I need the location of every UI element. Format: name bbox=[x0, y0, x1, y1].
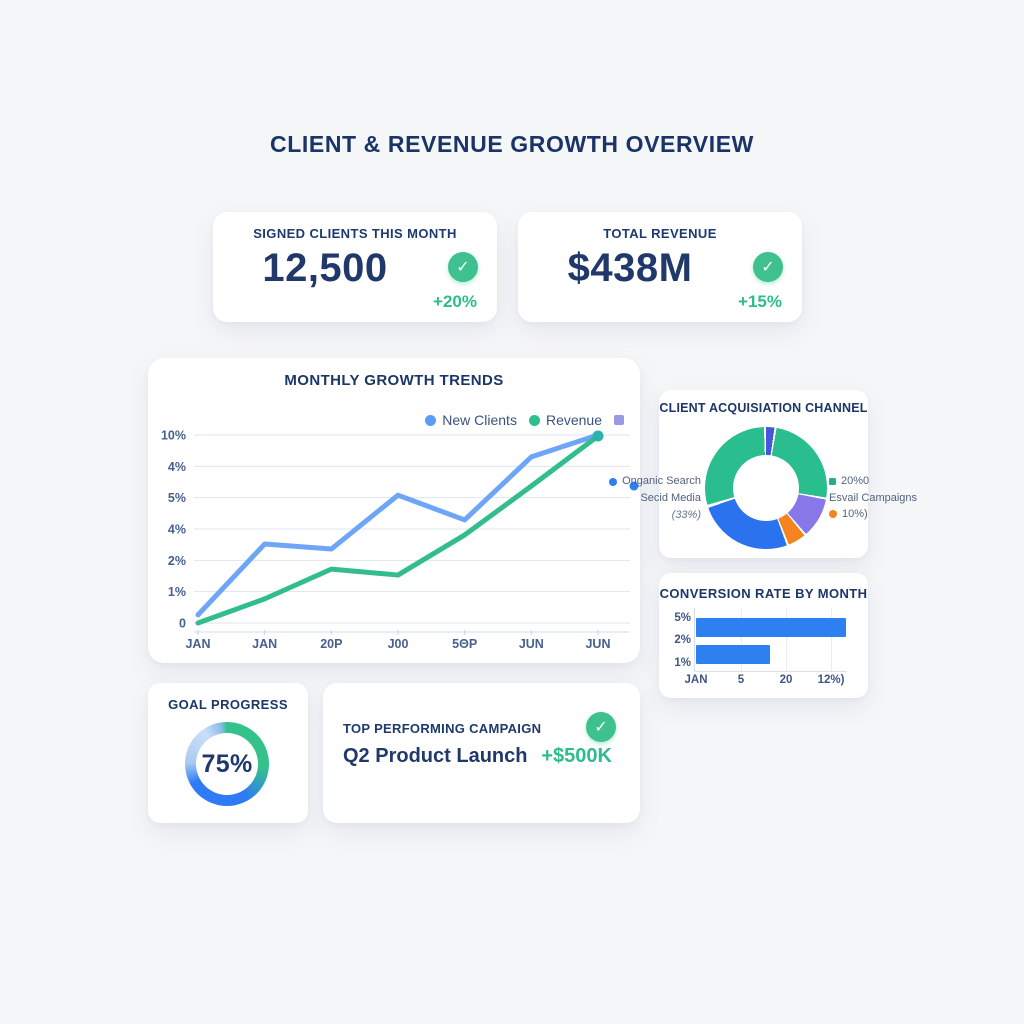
legend-item-revenue: Revenue bbox=[528, 412, 602, 428]
bar-gridline bbox=[831, 608, 832, 671]
legend-item-new-clients: New Clients bbox=[425, 412, 517, 428]
donut-legend-label: 10%) bbox=[842, 508, 868, 520]
y-tick-label: 10% bbox=[161, 429, 186, 443]
legend-item-unlabeled bbox=[614, 415, 630, 425]
donut-legend-label: Onganic Search bbox=[622, 475, 701, 487]
stray-dot bbox=[629, 481, 639, 491]
x-tick-label: 5ΘP bbox=[452, 637, 477, 651]
x-tick-label: JUN bbox=[585, 637, 610, 651]
bar-x-tick-label: 5 bbox=[737, 674, 745, 686]
series-revenue bbox=[195, 433, 601, 626]
y-tick-label: 2% bbox=[168, 554, 186, 568]
kpi-card-total-revenue: TOTAL REVENUE $438M ✓ +15% bbox=[518, 212, 802, 322]
kpi-card-signed-clients: SIGNED CLIENTS THIS MONTH 12,500 ✓ +20% bbox=[213, 212, 497, 322]
donut-legend-label: Secid Media bbox=[640, 492, 701, 504]
x-tick-label: JAN bbox=[252, 637, 277, 651]
x-tick-label: JUN bbox=[519, 637, 544, 651]
kpi-value: 12,500 bbox=[262, 246, 388, 290]
goal-value: 75% bbox=[201, 749, 253, 778]
bar-x-tick-label: 12%) bbox=[817, 674, 845, 686]
kpi-label: TOTAL REVENUE bbox=[603, 226, 717, 241]
y-tick-label: 4% bbox=[168, 523, 186, 537]
line-chart-title: MONTHLY GROWTH TRENDS bbox=[284, 372, 504, 389]
line-chart-legend: New Clients Revenue bbox=[425, 412, 630, 428]
goal-title: GOAL PROGRESS bbox=[168, 697, 288, 712]
legend-dot-icon bbox=[528, 414, 540, 426]
donut-legend-right: 20%0 Esvail Campaigns 10%) bbox=[829, 473, 939, 523]
series-new-clients bbox=[195, 432, 601, 618]
bar-x-tick-label: JAN bbox=[684, 674, 708, 686]
kpi-value: $438M bbox=[567, 246, 693, 290]
goal-card: GOAL PROGRESS 75% bbox=[148, 683, 308, 823]
donut-legend-line: (33%) bbox=[625, 507, 701, 524]
donut-legend-label: 20%0 bbox=[841, 475, 870, 487]
y-tick-label: 1% bbox=[168, 585, 186, 599]
x-tick-label: J00 bbox=[388, 637, 409, 651]
donut-legend-label: Esvail Campaigns bbox=[829, 491, 918, 504]
check-circle-icon: ✓ bbox=[448, 252, 478, 282]
acquisition-card: CLIENT ACQUISIATION CHANNEL Onganic Sear… bbox=[609, 390, 917, 558]
orange-dot-icon bbox=[829, 510, 837, 519]
check-glyph: ✓ bbox=[761, 259, 775, 276]
donut-legend-line: 20%0 bbox=[829, 473, 939, 490]
donut-legend-line: 10%) bbox=[829, 506, 939, 523]
blue-dot-icon bbox=[609, 477, 618, 486]
bar-x-tick-label: 20 bbox=[779, 674, 793, 686]
ring-hole: 75% bbox=[196, 733, 258, 795]
check-circle-icon: ✓ bbox=[753, 252, 783, 282]
kpi-delta: +15% bbox=[738, 292, 782, 311]
x-tick-label: 20P bbox=[320, 637, 342, 651]
teal-square-icon bbox=[829, 477, 836, 485]
bar-y-axis bbox=[694, 608, 695, 671]
campaign-name: Q2 Product Launch bbox=[343, 745, 528, 767]
check-circle-icon: ✓ bbox=[586, 712, 616, 742]
legend-dot-icon bbox=[425, 414, 437, 426]
kpi-delta: +20% bbox=[433, 292, 477, 311]
campaign-delta: +$500K bbox=[541, 745, 612, 767]
campaign-label: TOP PERFORMING CAMPAIGN bbox=[343, 721, 542, 736]
legend-label: Revenue bbox=[545, 412, 602, 428]
bar-y-tick-label: 5% bbox=[674, 612, 691, 624]
y-tick-label: 5% bbox=[168, 491, 186, 505]
check-glyph: ✓ bbox=[456, 259, 470, 276]
bar-chart-title: CONVERSION RATE BY MONTH bbox=[659, 586, 868, 601]
bar-y-tick-label: 1% bbox=[674, 657, 691, 669]
donut-legend-line: Esvail Campaigns bbox=[829, 490, 939, 507]
kpi-label: SIGNED CLIENTS THIS MONTH bbox=[253, 226, 457, 241]
goal-progress-ring: 75% bbox=[185, 722, 269, 806]
page-title: CLIENT & REVENUE GROWTH OVERVIEW bbox=[270, 131, 754, 157]
y-tick-label: 0 bbox=[179, 617, 186, 631]
donut-legend-left: Onganic Search Secid Media (33%) bbox=[609, 473, 701, 524]
donut-legend-line: Onganic Search bbox=[609, 473, 701, 490]
campaign-card: TOP PERFORMING CAMPAIGN ✓ Q2 Product Lau… bbox=[323, 683, 640, 823]
conversion-bar bbox=[696, 645, 770, 664]
donut-hole bbox=[733, 455, 799, 521]
legend-square-icon bbox=[614, 415, 624, 425]
line-chart-canvas: 10% 4% 5% 4% 2% 1% 0 JAN JAN 20P J00 5ΘP JUN JUN bbox=[161, 429, 639, 651]
y-tick-label: 4% bbox=[168, 460, 186, 474]
legend-label: New Clients bbox=[442, 412, 517, 428]
conversion-bar bbox=[696, 618, 846, 637]
acquisition-donut bbox=[705, 427, 827, 549]
donut-legend-line: Secid Media bbox=[625, 490, 701, 507]
bar-x-axis bbox=[694, 671, 847, 672]
conversion-card: CONVERSION RATE BY MONTH 5% 2% 1% JAN 5 20 12… bbox=[659, 573, 868, 698]
bar-y-tick-label: 2% bbox=[674, 634, 691, 646]
line-end-marker bbox=[592, 430, 604, 442]
bar-gridline bbox=[786, 608, 787, 671]
x-tick-label: JAN bbox=[185, 637, 210, 651]
check-glyph: ✓ bbox=[594, 719, 608, 736]
bar-gridline bbox=[741, 608, 742, 671]
donut-legend-label: (33%) bbox=[671, 509, 701, 521]
monthly-growth-card: MONTHLY GROWTH TRENDS New Clients Revenu… bbox=[148, 358, 640, 663]
donut-chart-title: CLIENT ACQUISIATION CHANNEL bbox=[659, 401, 868, 415]
